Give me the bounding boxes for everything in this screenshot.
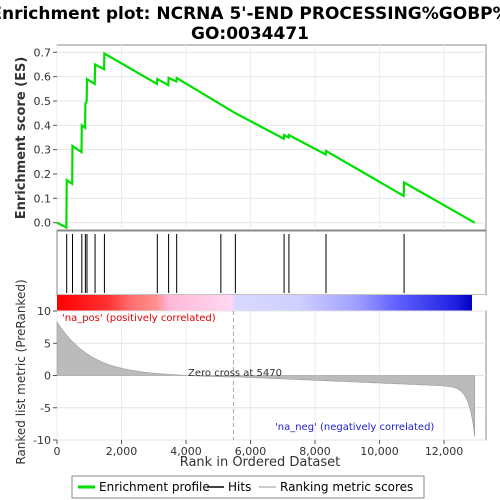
x-tick-label: 10,000 xyxy=(360,445,399,458)
es-tick-label: 0.0 xyxy=(34,217,52,230)
es-tick-label: 0.2 xyxy=(34,168,52,181)
x-tick-label: 2,000 xyxy=(106,445,138,458)
rank-y-ticks: 10 5 0 -5 -10 xyxy=(33,305,57,447)
es-tick-label: 0.5 xyxy=(34,95,52,108)
es-tick-label: 0.3 xyxy=(34,144,52,157)
es-y-ticks: 0.0 0.1 0.2 0.3 0.4 0.5 0.6 0.7 xyxy=(34,46,58,229)
es-tick-label: 0.1 xyxy=(34,192,52,205)
rank-y-axis-label: Ranked list metric (PreRanked) xyxy=(14,279,28,464)
na-pos-label: 'na_pos' (positively correlated) xyxy=(62,313,216,324)
x-axis-label: Rank in Ordered Dataset xyxy=(180,455,341,470)
rank-tick-label: 10 xyxy=(37,305,51,318)
legend-label-enrichment: Enrichment profile xyxy=(99,480,210,494)
chart-title-line2: GO:0034471 xyxy=(191,24,309,44)
es-y-axis-label: Enrichment score (ES) xyxy=(14,57,29,220)
es-tick-label: 0.4 xyxy=(34,119,52,132)
rank-tick-label: 0 xyxy=(44,370,51,383)
legend-label-ranking: Ranking metric scores xyxy=(280,480,413,494)
es-tick-label: 0.6 xyxy=(34,71,52,84)
es-tick-label: 0.7 xyxy=(34,46,52,59)
rank-tick-label: -10 xyxy=(33,434,51,447)
rank-color-bar-end xyxy=(472,295,486,311)
chart-title-line1: Enrichment plot: NCRNA 5'-END PROCESSING… xyxy=(0,4,500,24)
rank-tick-label: 5 xyxy=(44,337,51,350)
x-tick-label: 0 xyxy=(54,445,61,458)
zero-cross-label: Zero cross at 5470 xyxy=(188,368,282,379)
hits-panel-frame xyxy=(57,231,486,295)
x-tick-label: 12,000 xyxy=(425,445,464,458)
na-neg-label: 'na_neg' (negatively correlated) xyxy=(275,422,434,433)
rank-color-bar xyxy=(57,295,472,311)
legend-label-hits: Hits xyxy=(228,480,251,494)
rank-tick-label: -5 xyxy=(40,402,51,415)
